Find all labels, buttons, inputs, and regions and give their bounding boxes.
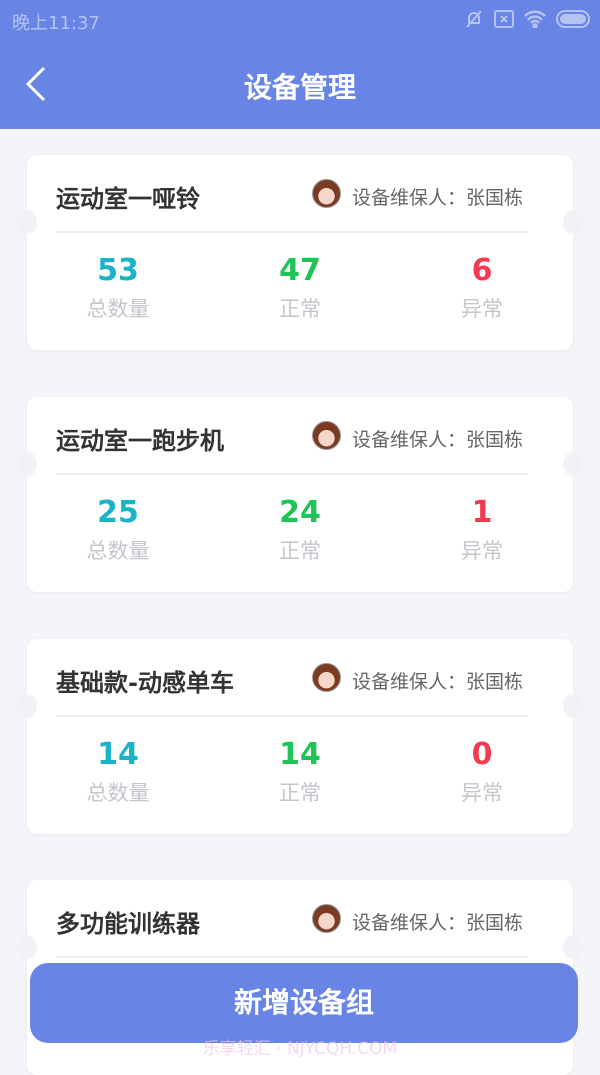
total-value: 53 bbox=[97, 253, 139, 288]
normal-value: 24 bbox=[279, 495, 321, 530]
total-label: 总数量 bbox=[86, 297, 150, 321]
keeper: 设备维保人：张国栋 bbox=[352, 671, 524, 693]
divider bbox=[56, 715, 528, 717]
notch bbox=[17, 935, 37, 959]
device-group-card[interactable]: 运动室一哑铃 设备维保人：张国栋 53 总数量 47 正常 6 异常 bbox=[17, 155, 583, 350]
notch bbox=[563, 935, 583, 959]
group-name: 运动室一哑铃 bbox=[56, 185, 200, 213]
avatar bbox=[312, 421, 341, 450]
abnormal-value: 1 bbox=[471, 495, 493, 530]
keeper: 设备维保人：张国栋 bbox=[352, 429, 524, 451]
total-label: 总数量 bbox=[86, 539, 150, 563]
abnormal-label: 异常 bbox=[461, 297, 503, 321]
device-group-card[interactable]: 基础款-动感单车 设备维保人：张国栋 14 总数量 14 正常 0 异常 bbox=[17, 639, 583, 834]
divider bbox=[56, 956, 528, 958]
mute-bell-icon bbox=[466, 10, 482, 28]
sim-x-icon bbox=[494, 10, 514, 28]
stat-total: 14 总数量 bbox=[58, 737, 178, 807]
back-button[interactable] bbox=[24, 66, 48, 102]
abnormal-value: 0 bbox=[471, 737, 493, 772]
keeper: 设备维保人：张国栋 bbox=[352, 187, 524, 209]
stat-abnormal: 6 异常 bbox=[422, 253, 542, 323]
notch bbox=[17, 452, 37, 476]
notch bbox=[563, 452, 583, 476]
status-icons bbox=[464, 9, 590, 29]
total-label: 总数量 bbox=[86, 781, 150, 805]
avatar bbox=[312, 179, 341, 208]
abnormal-label: 异常 bbox=[461, 539, 503, 563]
notch bbox=[563, 694, 583, 718]
stat-normal: 47 正常 bbox=[240, 253, 360, 323]
stat-total: 25 总数量 bbox=[58, 495, 178, 565]
keeper: 设备维保人：张国栋 bbox=[352, 912, 524, 934]
stat-abnormal: 1 异常 bbox=[422, 495, 542, 565]
total-value: 25 bbox=[97, 495, 139, 530]
group-name: 多功能训练器 bbox=[56, 910, 200, 938]
divider bbox=[56, 473, 528, 475]
avatar bbox=[312, 663, 341, 692]
normal-value: 14 bbox=[279, 737, 321, 772]
header: 晚上11:37 设备管理 bbox=[0, 0, 600, 129]
stat-total: 53 总数量 bbox=[58, 253, 178, 323]
stat-normal: 24 正常 bbox=[240, 495, 360, 565]
watermark: 乐享轻汇 · NJYCQH.COM bbox=[202, 1039, 398, 1059]
group-name: 运动室一跑步机 bbox=[56, 427, 224, 455]
stat-normal: 14 正常 bbox=[240, 737, 360, 807]
page-title: 设备管理 bbox=[243, 71, 356, 104]
device-group-card[interactable]: 运动室一跑步机 设备维保人：张国栋 25 总数量 24 正常 1 异常 bbox=[17, 397, 583, 592]
notch bbox=[563, 210, 583, 234]
normal-value: 47 bbox=[279, 253, 321, 288]
add-device-group-button[interactable]: 新增设备组 bbox=[30, 963, 578, 1043]
notch bbox=[17, 210, 37, 234]
notch bbox=[17, 694, 37, 718]
normal-label: 正常 bbox=[279, 297, 321, 321]
abnormal-label: 异常 bbox=[461, 781, 503, 805]
status-time: 晚上11:37 bbox=[12, 13, 100, 34]
normal-label: 正常 bbox=[279, 781, 321, 805]
divider bbox=[56, 231, 528, 233]
stat-abnormal: 0 异常 bbox=[422, 737, 542, 807]
abnormal-value: 6 bbox=[471, 253, 493, 288]
battery-icon bbox=[556, 10, 590, 28]
avatar bbox=[312, 904, 341, 933]
wifi-icon bbox=[524, 10, 546, 28]
total-value: 14 bbox=[97, 737, 139, 772]
normal-label: 正常 bbox=[279, 539, 321, 563]
group-name: 基础款-动感单车 bbox=[56, 669, 234, 697]
